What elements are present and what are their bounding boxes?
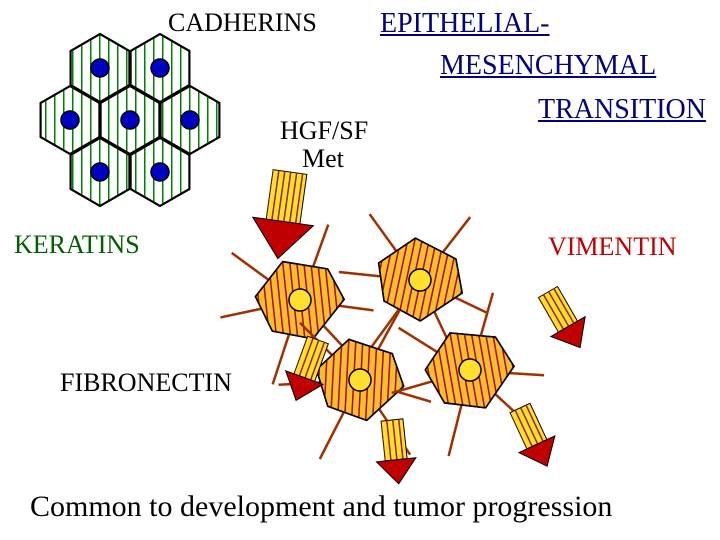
label-met: Met: [302, 144, 344, 174]
label-caption: Common to development and tumor progress…: [30, 490, 612, 524]
label-fibronectin: FIBRONECTIN: [60, 368, 232, 398]
epithelial-cluster: [41, 34, 220, 206]
label-hgfsf: HGF/SF: [280, 116, 368, 146]
label-keratins: KERATINS: [14, 230, 140, 260]
label-cadherins: CADHERINS: [168, 8, 317, 38]
label-vimentin: VIMENTIN: [548, 232, 677, 262]
label-transition: TRANSITION: [538, 94, 706, 126]
label-mesenchymal: MESENCHYMAL: [440, 50, 656, 82]
label-epithelial: EPITHELIAL-: [380, 8, 550, 40]
